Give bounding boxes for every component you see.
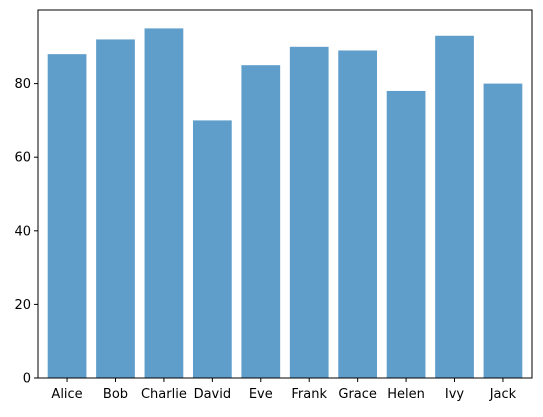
bar-eve (241, 65, 281, 378)
bar-david (192, 120, 232, 379)
x-tick-label-jack: Jack (489, 387, 517, 402)
bar-bob (96, 39, 135, 378)
bar-grace (338, 50, 378, 378)
ticks-layer: 0 20 40 60 80 Alice Bob Charlie David Eve Frank Gra… (14, 77, 516, 402)
x-tick-label-ivy: Ivy (445, 387, 465, 402)
x-tick-label-helen: Helen (387, 387, 425, 402)
bars-layer (47, 28, 523, 379)
x-tick-label-alice: Alice (51, 387, 82, 402)
y-tick-label: 0 (23, 372, 31, 387)
x-tick-label-bob: Bob (103, 387, 128, 402)
axes-layer (37, 9, 533, 379)
x-tick-label-charlie: Charlie (141, 387, 187, 402)
y-tick-label: 60 (14, 151, 31, 166)
plot-frame (37, 9, 533, 379)
x-tick-label-frank: Frank (291, 387, 327, 402)
x-tick-label-grace: Grace (338, 387, 377, 402)
y-tick-label: 40 (14, 224, 31, 239)
x-tick-label-eve: Eve (249, 387, 273, 402)
bar-helen (386, 90, 426, 379)
y-tick-label: 20 (14, 298, 31, 313)
bar-ivy (435, 35, 474, 378)
bar-alice (47, 54, 87, 378)
x-tick-label-david: David (194, 387, 232, 402)
bar-jack (483, 83, 523, 378)
bar-frank (289, 46, 329, 379)
bar-charlie (144, 28, 184, 379)
y-tick-label: 80 (14, 77, 31, 92)
